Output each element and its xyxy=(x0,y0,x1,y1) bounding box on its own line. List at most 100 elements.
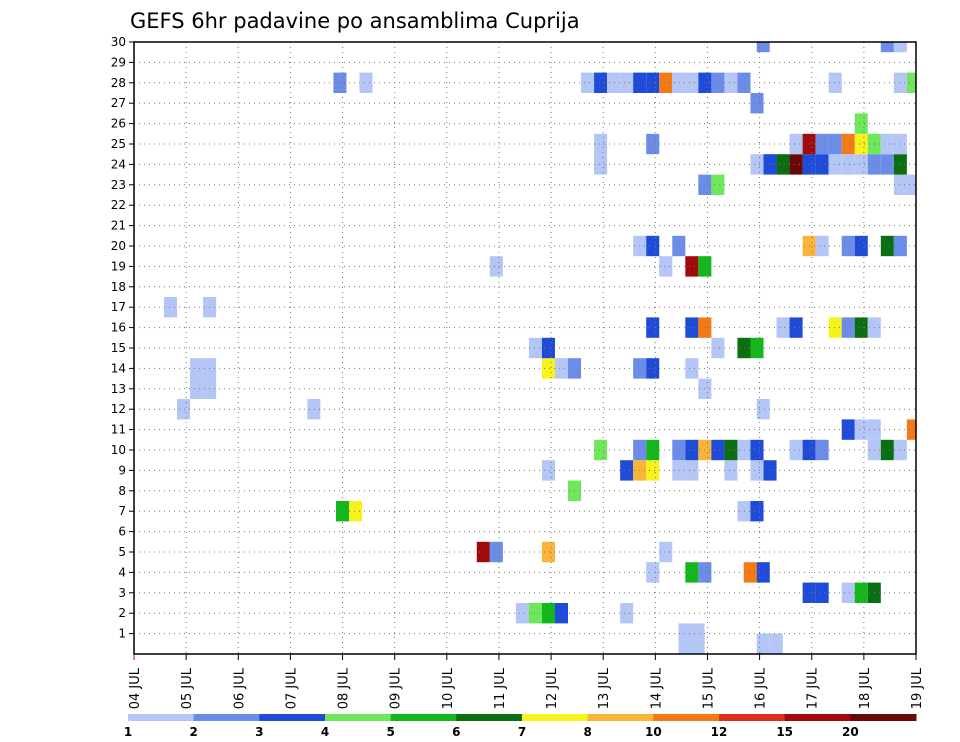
heatmap-cell xyxy=(828,317,842,338)
heatmap-cell xyxy=(750,439,764,461)
heatmap-cell xyxy=(620,72,634,93)
heatmap-cell xyxy=(594,72,608,93)
y-tick-label: 9 xyxy=(118,463,126,477)
heatmap-cell xyxy=(691,633,705,654)
x-tick-label: 07 JUL xyxy=(284,667,299,709)
heatmap-cell xyxy=(646,317,660,338)
heatmap-cell xyxy=(541,460,555,481)
heatmap-cell xyxy=(750,93,764,114)
heatmap-cell xyxy=(672,72,686,93)
heatmap-cell xyxy=(880,439,894,461)
heatmap-cell xyxy=(854,419,868,440)
colorbar-swatch xyxy=(653,714,720,721)
heatmap-cell xyxy=(841,235,855,257)
colorbar-swatch xyxy=(193,714,260,721)
heatmap-cell xyxy=(685,72,699,93)
x-tick-label: 16 JUL xyxy=(754,667,769,709)
y-tick-label: 29 xyxy=(111,55,126,69)
heatmap-cell xyxy=(906,419,916,440)
heatmap-cell xyxy=(763,154,777,175)
heatmap-cell xyxy=(789,154,803,175)
heatmap-cell xyxy=(854,317,868,338)
y-tick-label: 19 xyxy=(111,259,126,273)
heatmap-cell xyxy=(737,439,751,461)
heatmap-cell xyxy=(711,439,725,461)
y-tick-label: 7 xyxy=(118,504,126,518)
heatmap-cell xyxy=(646,562,660,583)
heatmap-cell xyxy=(685,256,699,277)
heatmap-cell xyxy=(815,154,829,175)
heatmap-cell xyxy=(541,603,555,624)
colorbar-label: 2 xyxy=(189,725,197,739)
heatmap-cell xyxy=(841,154,855,175)
heatmap-cell xyxy=(685,358,699,379)
heatmap-cell xyxy=(659,256,673,277)
heatmap-cell xyxy=(163,297,178,318)
heatmap-cell xyxy=(528,337,542,359)
heatmap-cell xyxy=(581,72,595,93)
heatmap-cell xyxy=(880,154,894,175)
heatmap-cell xyxy=(541,541,555,563)
heatmap-cell xyxy=(672,235,686,257)
heatmap-cell xyxy=(854,582,868,603)
heatmap-cell xyxy=(620,603,634,624)
x-tick-label: 08 JUL xyxy=(337,667,352,709)
heatmap-cell xyxy=(815,235,829,257)
colorbar-label: 6 xyxy=(452,725,460,739)
heatmap-cell xyxy=(841,317,855,338)
heatmap-cell xyxy=(177,399,191,420)
heatmap-cell xyxy=(724,460,738,481)
y-tick-label: 12 xyxy=(111,402,126,416)
heatmap-cell xyxy=(789,317,803,338)
heatmap-cell xyxy=(685,460,699,481)
heatmap-cell xyxy=(906,72,916,93)
x-tick-label: 12 JUL xyxy=(545,667,560,709)
y-tick-label: 16 xyxy=(111,321,126,335)
y-tick-label: 18 xyxy=(111,280,126,294)
heatmap-cell xyxy=(763,460,777,481)
x-axis: 04 JUL 05 JUL 06 JUL 07 JUL 08 JUL 09 JUL 10 J… xyxy=(128,654,925,709)
heatmap-cell xyxy=(893,235,907,257)
heatmap-cell xyxy=(607,72,621,93)
heatmap-cell xyxy=(685,317,699,338)
heatmap-cell xyxy=(711,72,725,93)
heatmap-cell xyxy=(776,317,790,338)
y-tick-label: 15 xyxy=(111,341,126,355)
heatmap-cell xyxy=(515,603,529,624)
heatmap-cell xyxy=(724,72,738,93)
colorbar-label: 5 xyxy=(386,725,394,739)
heatmap-cell xyxy=(750,460,764,481)
x-tick-label: 06 JUL xyxy=(232,667,247,709)
chart-title: GEFS 6hr padavine po ansamblima Cuprija xyxy=(130,9,580,33)
heatmap-cell xyxy=(854,154,868,175)
y-tick-label: 24 xyxy=(111,157,126,171)
y-tick-label: 22 xyxy=(111,198,126,212)
colorbar-swatch xyxy=(259,714,326,721)
heatmap-cell xyxy=(489,256,503,277)
x-tick-label: 05 JUL xyxy=(180,667,195,709)
colorbar-swatch xyxy=(850,714,917,721)
heatmap-cell xyxy=(841,133,855,155)
heatmap-cell xyxy=(554,603,569,624)
heatmap-cell xyxy=(893,154,907,175)
heatmap-cell xyxy=(646,72,660,93)
heatmap-cell xyxy=(659,72,673,93)
heatmap-cell xyxy=(646,439,660,461)
x-tick-label: 14 JUL xyxy=(649,667,664,709)
heatmap-cell xyxy=(854,113,868,134)
x-tick-label: 04 JUL xyxy=(128,667,143,709)
colorbar-label: 1 xyxy=(124,725,132,739)
heatmap-cell xyxy=(336,501,350,522)
heatmap-cell xyxy=(685,562,699,583)
colorbar-label: 4 xyxy=(321,725,329,739)
heatmap-cell xyxy=(789,439,803,461)
heatmap-cell xyxy=(620,460,634,481)
heatmap-cell xyxy=(554,358,569,379)
heatmap-cell xyxy=(672,460,686,481)
y-tick-label: 21 xyxy=(111,219,126,233)
heatmap-cell xyxy=(541,337,555,359)
heatmap-cell xyxy=(756,633,770,654)
y-tick-label: 10 xyxy=(111,443,126,457)
colorbar-label: 12 xyxy=(711,725,728,739)
